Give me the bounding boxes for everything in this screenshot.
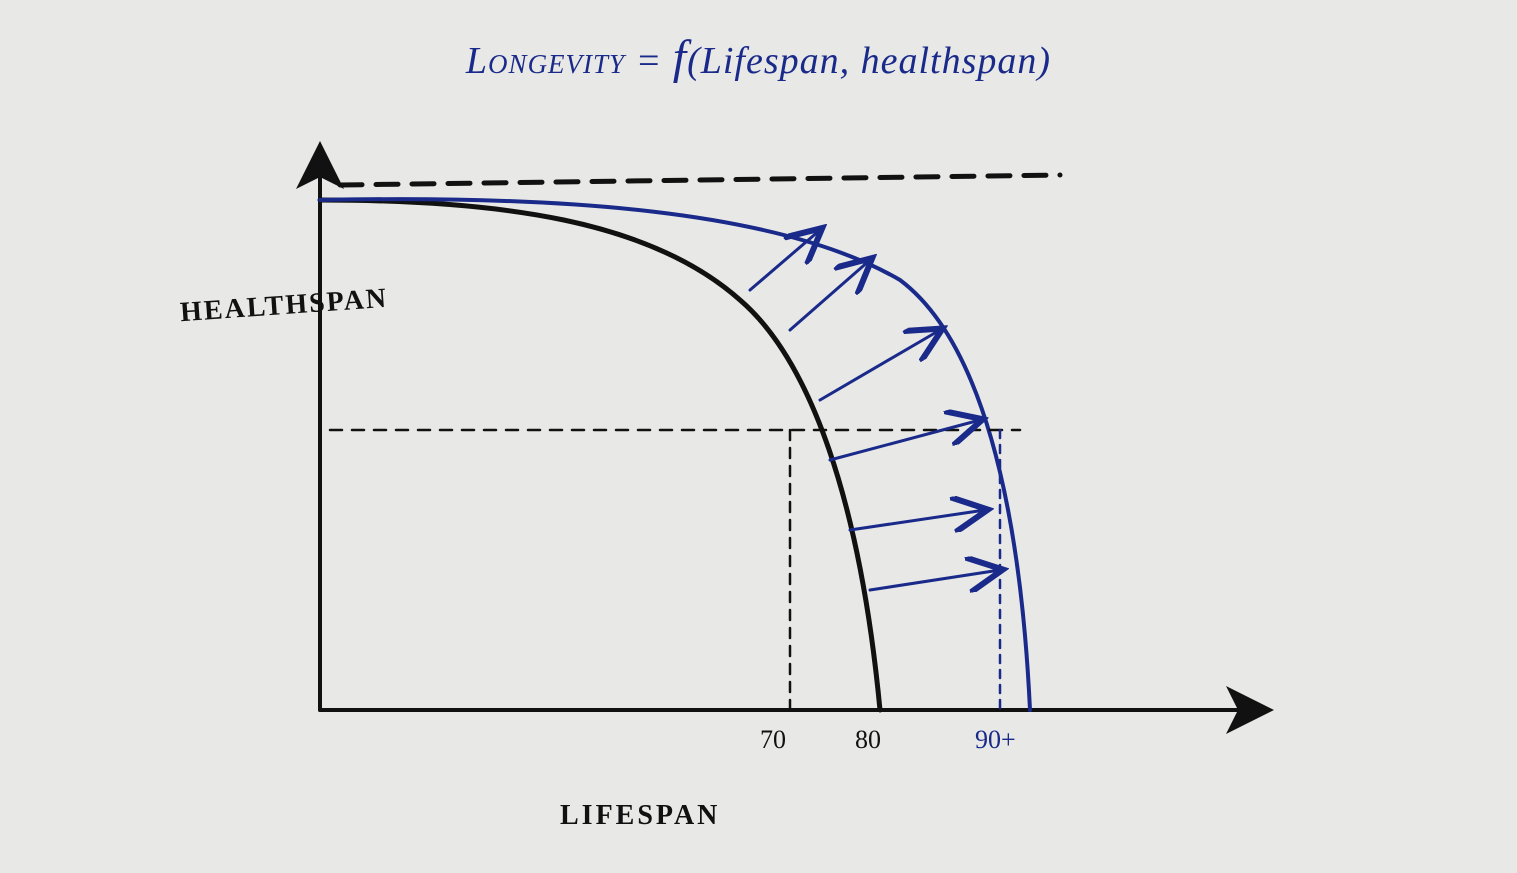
shift-arrow-4 [850,510,985,530]
xtick-70: 70 [760,725,786,755]
curve-improved [320,199,1030,710]
shift-arrow-3 [830,420,980,460]
curve-ideal_flat [340,175,1060,185]
plot-svg [0,0,1517,873]
axes [320,165,1250,710]
xtick-80: 80 [855,725,881,755]
shift-arrow-0 [750,230,820,290]
curves [320,175,1060,710]
xtick-90+: 90+ [975,725,1016,755]
shift-arrow-5 [870,570,1000,590]
shift-arrow-2 [820,330,940,400]
shift-arrows [750,230,1000,590]
diagram-stage: Longevity = f(Lifespan, healthspan) HEAL… [0,0,1517,873]
shift-arrow-1 [790,260,870,330]
curve-baseline [320,200,880,710]
